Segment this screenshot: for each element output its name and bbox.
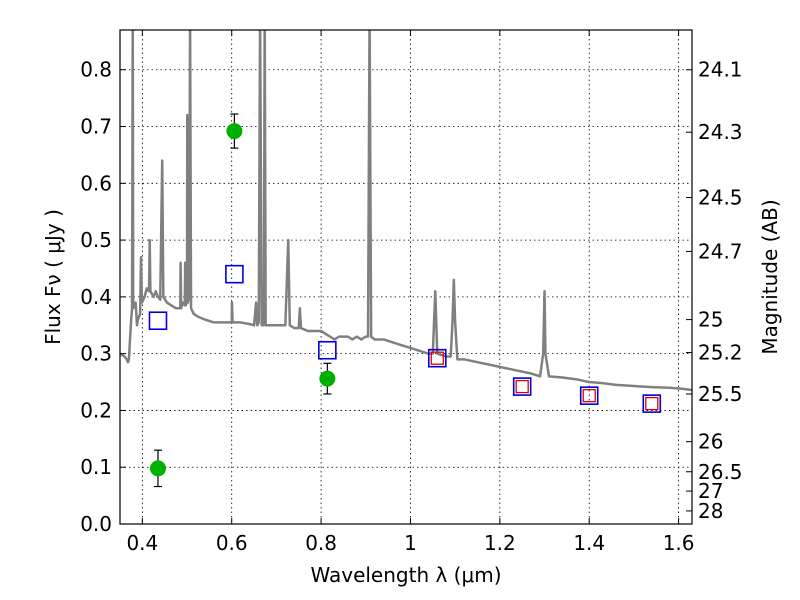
y2-tick-label: 27 (698, 479, 723, 503)
spectrum-line (120, 30, 692, 392)
observed-point (149, 460, 166, 477)
y2-tick-label: 24.5 (698, 186, 743, 210)
y2-axis-title: Magnitude (AB) (758, 199, 782, 354)
y-tick-label: 0.0 (80, 512, 112, 536)
y-tick-label: 0.5 (80, 228, 112, 252)
y2-tick-label: 28 (698, 499, 723, 523)
plot-frame (119, 29, 693, 525)
spectrum-layer (120, 30, 692, 392)
x-tick-label: 1.6 (663, 531, 695, 555)
y2-tick-label: 26.5 (698, 460, 743, 484)
y-axis-title: Flux Fν ( μJy ) (41, 209, 65, 345)
x-tick-label: 0.4 (126, 531, 158, 555)
model-point-blue (225, 264, 244, 284)
y2-tick-label: 25 (698, 308, 723, 332)
model-point-red (582, 389, 596, 403)
y-tick-label: 0.2 (80, 398, 112, 422)
grid (120, 30, 692, 524)
observed-point (226, 123, 243, 140)
y-axis: 0.0 0.1 0.2 0.3 0.4 0.5 0.6 0.7 0.8 (80, 58, 126, 536)
y2-tick-label: 26 (698, 430, 723, 454)
y-tick-label: 0.6 (80, 171, 112, 195)
y2-tick-label: 25.2 (698, 341, 743, 365)
y2-tick-label: 24.3 (698, 120, 743, 144)
y-tick-label: 0.3 (80, 342, 112, 366)
model-point-blue (579, 386, 599, 405)
model-point-blue (642, 394, 662, 413)
x-axis: 0.4 0.6 0.8 1 1.2 1.4 1.6 (126, 30, 695, 555)
model-point-red (645, 396, 659, 411)
y-tick-label: 0.4 (80, 285, 112, 309)
x-tick-label: 0.6 (216, 531, 248, 555)
y-tick-label: 0.8 (80, 58, 112, 82)
x-axis-title: Wavelength λ (μm) (310, 563, 501, 587)
x-tick-label: 0.8 (305, 531, 337, 555)
markers-layer (148, 113, 662, 488)
model-point-blue (148, 311, 168, 331)
x-tick-label: 1 (404, 531, 417, 555)
y2-tick-label: 24.1 (698, 58, 743, 82)
x-tick-label: 1.4 (573, 531, 605, 555)
y2-tick-label: 24.7 (698, 239, 743, 263)
y2-tick-label: 25.5 (698, 382, 743, 406)
model-point-red (430, 351, 444, 365)
model-point-red (515, 379, 529, 394)
observed-point (319, 370, 336, 387)
model-point-blue (427, 348, 447, 368)
x-tick-label: 1.2 (484, 531, 516, 555)
model-point-blue (318, 340, 337, 360)
y-tick-label: 0.1 (80, 455, 112, 479)
y-tick-label: 0.7 (80, 115, 112, 139)
model-point-blue (512, 377, 532, 396)
